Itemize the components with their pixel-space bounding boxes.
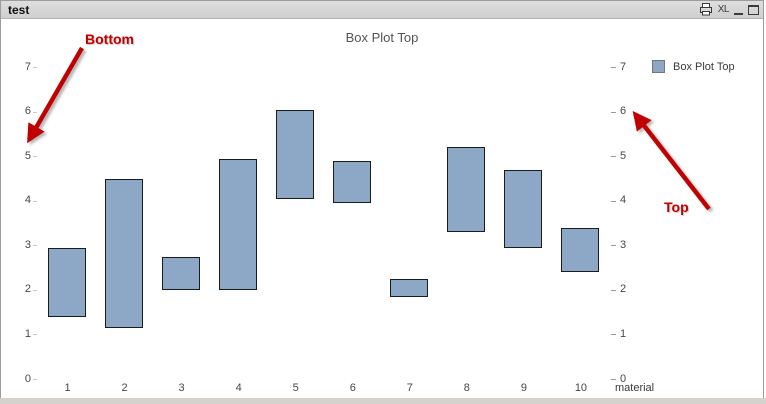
desktop-background-strip: [0, 398, 766, 404]
range-bar[interactable]: [161, 256, 200, 291]
x-tick-label: 9: [520, 382, 527, 394]
y-tick-label-right: 5: [620, 149, 627, 162]
annotation-bottom-label: Bottom: [85, 31, 134, 47]
x-tick-label: 2: [121, 382, 128, 394]
y-tick-mark-left: [33, 111, 37, 113]
y-tick-mark-right: [611, 67, 616, 69]
x-tick-label: 8: [463, 382, 470, 394]
x-tick-label: 7: [406, 382, 413, 394]
x-tick-label: 1: [64, 382, 71, 394]
y-tick-label-left: 6: [24, 105, 31, 118]
range-bar[interactable]: [275, 109, 314, 199]
y-tick-mark-right: [611, 289, 616, 291]
annotation-top-label: Top: [664, 199, 689, 215]
y-tick-label-left: 3: [24, 238, 31, 251]
range-bar[interactable]: [446, 147, 485, 233]
y-tick-mark-right: [611, 200, 616, 202]
y-tick-label-right: 2: [620, 283, 627, 296]
maximize-icon[interactable]: [748, 3, 759, 17]
y-tick-label-right: 4: [620, 194, 627, 207]
top-arrow: [632, 111, 711, 211]
y-tick-label-left: 0: [24, 372, 31, 385]
range-bar[interactable]: [47, 247, 86, 317]
range-bar[interactable]: [560, 227, 599, 273]
y-tick-mark-right: [611, 334, 616, 336]
y-tick-label-left: 5: [24, 149, 31, 162]
y-tick-mark-left: [33, 334, 37, 336]
y-tick-mark-right: [611, 156, 616, 158]
y-tick-mark-left: [33, 200, 37, 202]
y-tick-mark-left: [33, 289, 37, 291]
y-tick-label-right: 1: [620, 327, 627, 340]
range-bar[interactable]: [332, 160, 371, 204]
minimize-icon[interactable]: [734, 3, 743, 17]
x-tick-label: 6: [349, 382, 356, 394]
y-tick-label-right: 3: [620, 238, 627, 251]
legend-swatch-icon: [652, 60, 665, 73]
y-tick-mark-right: [611, 379, 616, 380]
export-excel-icon[interactable]: XL: [717, 4, 730, 15]
y-tick-label-left: 7: [24, 60, 31, 73]
y-tick-mark-right: [611, 245, 616, 247]
legend-label: Box Plot Top: [673, 60, 735, 73]
x-tick-label: 5: [292, 382, 299, 394]
bottom-arrow: [27, 46, 84, 144]
y-tick-mark-left: [33, 379, 37, 380]
y-tick-label-right: 0: [620, 372, 627, 385]
y-tick-label-right: 6: [620, 105, 627, 118]
range-bar[interactable]: [389, 278, 428, 297]
y-tick-mark-right: [611, 111, 616, 113]
caption-icon-group: XL: [699, 3, 763, 17]
x-tick-label: 4: [235, 382, 242, 394]
range-bar[interactable]: [218, 158, 257, 291]
range-bar[interactable]: [503, 169, 542, 248]
y-tick-mark-left: [33, 156, 37, 158]
x-tick-label: 3: [178, 382, 185, 394]
x-tick-label: 10: [574, 382, 588, 394]
y-tick-mark-left: [33, 245, 37, 247]
window-titlebar[interactable]: test XL: [1, 1, 763, 19]
x-axis-title: material: [615, 382, 655, 394]
y-tick-label-right: 7: [620, 60, 627, 73]
y-tick-label-left: 2: [24, 283, 31, 296]
chart-area: Box Plot Top Box Plot Top 0 1 2 3 4 5 6 7 0 1 2 3 4…: [1, 19, 763, 398]
legend[interactable]: Box Plot Top: [652, 60, 735, 73]
window-title: test: [8, 2, 30, 17]
y-tick-label-left: 1: [24, 327, 31, 340]
y-tick-label-left: 4: [24, 194, 31, 207]
y-tick-mark-left: [33, 67, 37, 69]
print-icon[interactable]: [699, 3, 713, 17]
chart-title: Box Plot Top: [345, 30, 419, 45]
range-bar[interactable]: [104, 178, 143, 328]
